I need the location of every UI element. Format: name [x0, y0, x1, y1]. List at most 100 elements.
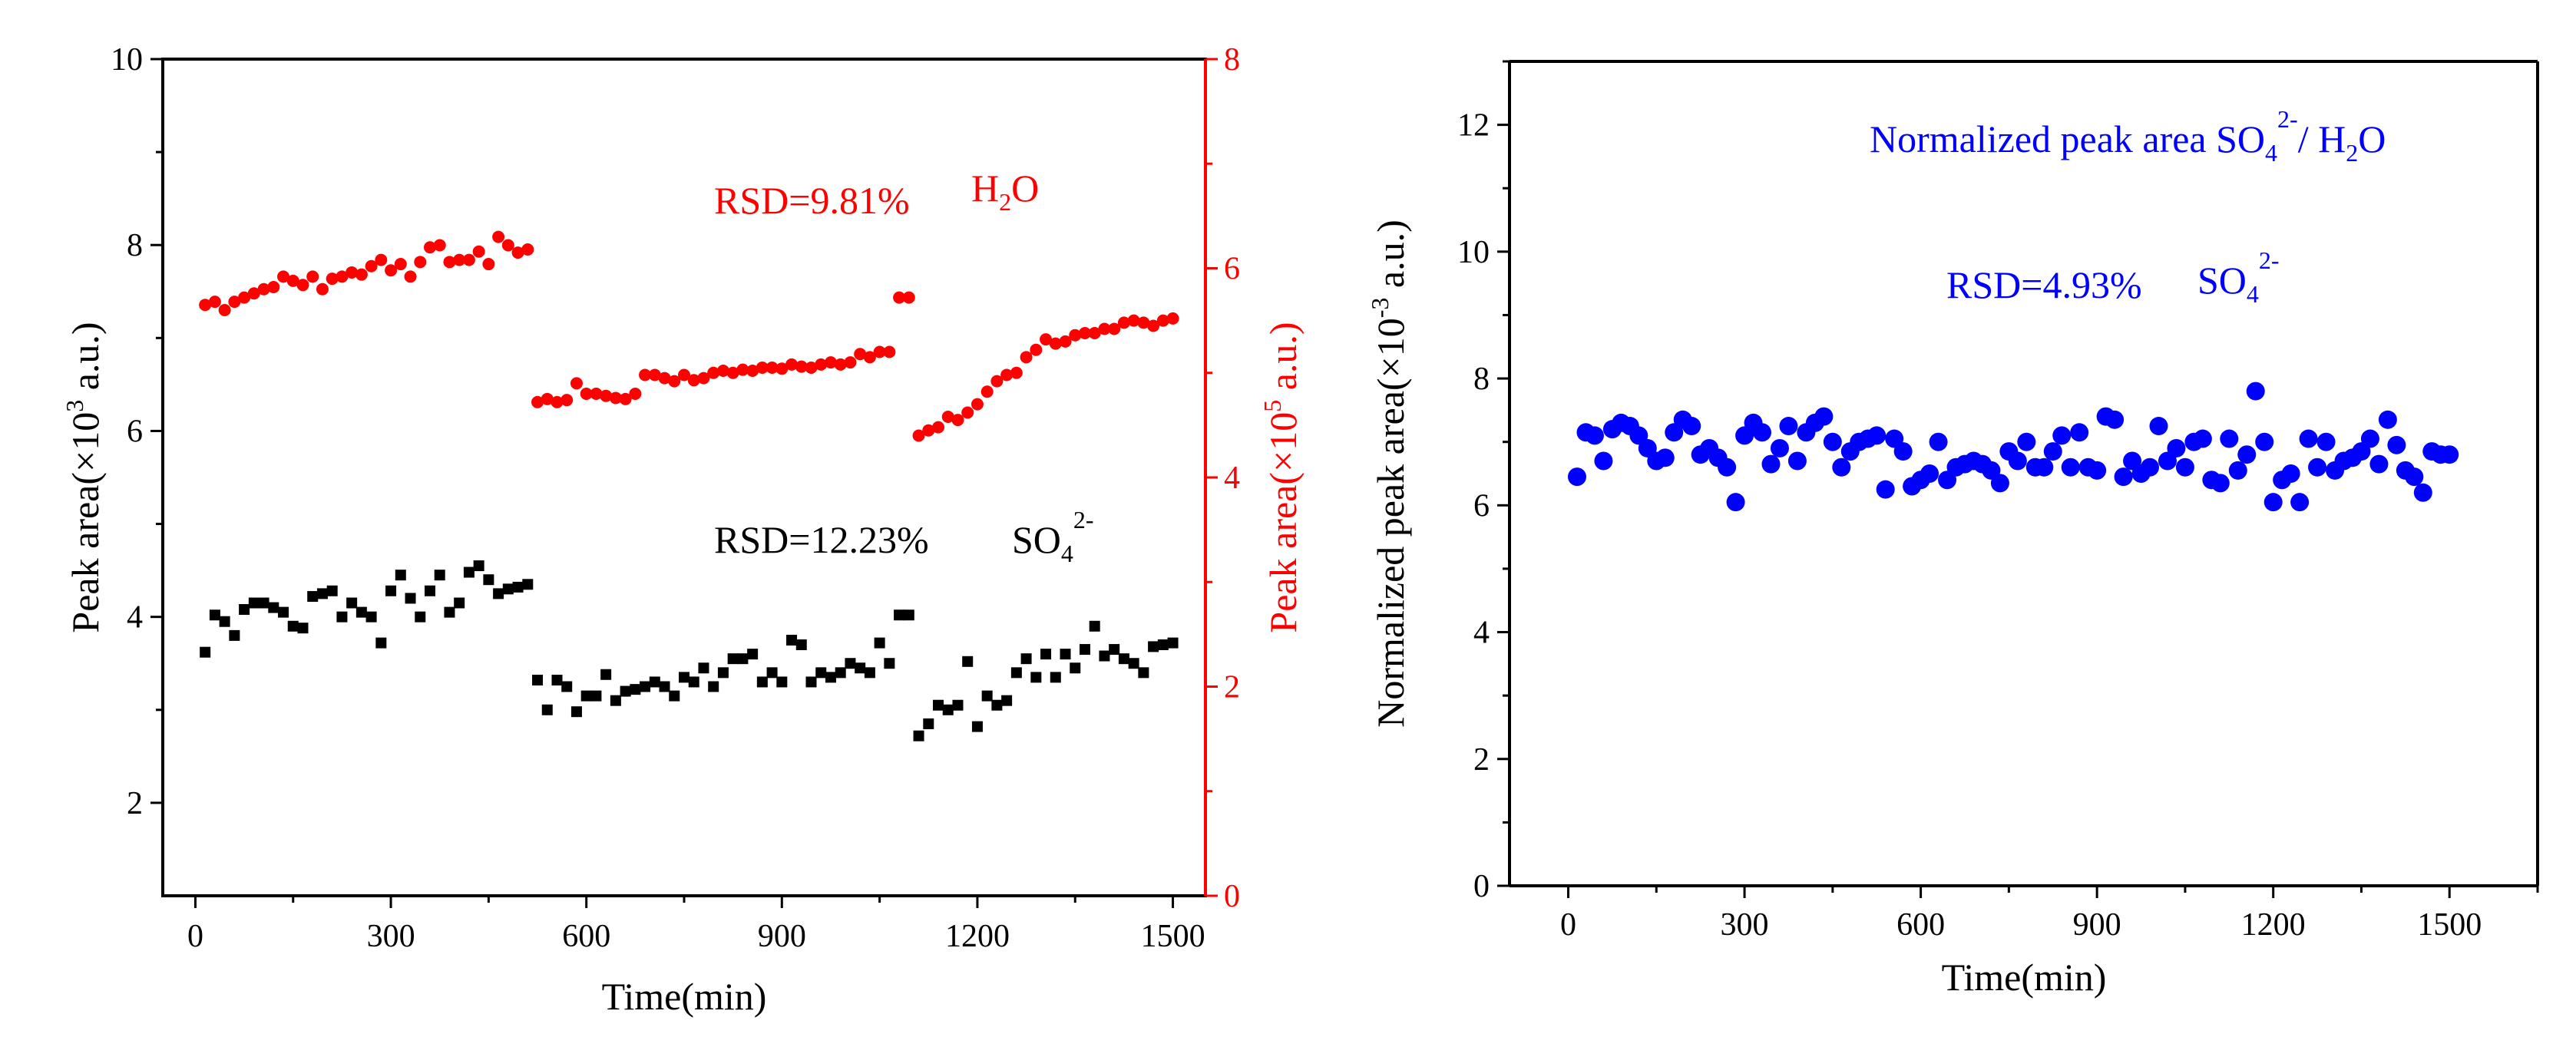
left-x-tick-label: 300 [367, 919, 415, 954]
normalized-point [1567, 467, 1586, 487]
so4-point [336, 611, 348, 623]
h2o-point [1166, 312, 1179, 325]
so4-point [815, 667, 827, 679]
left-plot-frame [161, 58, 1207, 897]
so4-point [991, 699, 1003, 711]
h2o-point [443, 256, 456, 269]
normalized-point [1990, 474, 2009, 493]
h2o-point [716, 365, 729, 378]
normalized-point [1585, 426, 1604, 445]
so4-point [1050, 672, 1061, 683]
h2o-point [453, 253, 466, 266]
normalized-point [2387, 435, 2406, 454]
so4-point [483, 574, 494, 586]
so4-point [698, 662, 709, 674]
so4-point [952, 699, 964, 711]
so4-point [1079, 644, 1090, 656]
left-y2-tick-label: 8 [1224, 42, 1240, 78]
so4-point [864, 667, 875, 679]
normalized-point [1594, 451, 1613, 471]
h2o-point [883, 345, 896, 358]
h2o-rsd-annotation: RSD=9.81% [714, 179, 910, 222]
so4-point [835, 667, 846, 679]
h2o-point [971, 398, 984, 411]
normalized-point [2149, 417, 2168, 436]
h2o-label: H2O [971, 167, 1039, 216]
h2o-point [1127, 314, 1140, 327]
normalized-point [1718, 457, 1737, 477]
normalized-point [2308, 457, 2327, 477]
so4-point [727, 653, 739, 665]
h2o-point [854, 348, 867, 361]
so4-point [1109, 644, 1120, 656]
left-y-tick-label: 2 [127, 786, 143, 821]
h2o-point [1030, 343, 1043, 356]
normalized-point [1876, 480, 1895, 499]
so4-point [1070, 662, 1081, 674]
h2o-point [316, 282, 329, 296]
h2o-point [756, 361, 769, 374]
so4-point [1138, 667, 1149, 679]
h2o-point [941, 410, 954, 423]
normalized-point [2264, 493, 2283, 512]
h2o-point [296, 279, 309, 292]
so4-point [942, 704, 954, 715]
so4-point [551, 675, 563, 686]
right-x-tick-label: 600 [1896, 907, 1945, 943]
so4-point [385, 585, 397, 596]
so4-point [532, 675, 544, 686]
so4-point [688, 676, 699, 688]
h2o-point [1108, 322, 1121, 335]
h2o-point [541, 392, 554, 405]
right-x-tick-label: 300 [1721, 907, 1769, 943]
h2o-point [932, 421, 945, 434]
h2o-point [433, 239, 446, 252]
h2o-point [1069, 329, 1082, 342]
so4-point [209, 609, 220, 621]
so4-point [981, 690, 993, 702]
h2o-point [1000, 368, 1014, 381]
normalized-point [1920, 464, 1939, 483]
so4-point [884, 658, 895, 669]
left-chart-marks [199, 230, 1179, 741]
h2o-point [238, 291, 251, 304]
h2o-point [600, 389, 613, 402]
h2o-point [902, 291, 915, 304]
h2o-point [1059, 335, 1072, 348]
right-x-tick-label: 1500 [2417, 907, 2482, 943]
so4-point [630, 684, 641, 695]
h2o-point [561, 394, 574, 407]
so4-point [454, 597, 465, 609]
so4-point [669, 690, 680, 702]
h2o-point [199, 299, 212, 312]
h2o-point [961, 406, 974, 419]
h2o-point [619, 392, 632, 405]
normalized-point [1655, 448, 1675, 467]
so4-point [580, 690, 592, 702]
so4-point [971, 721, 983, 732]
so4-point [747, 649, 759, 660]
h2o-point [766, 361, 779, 374]
h2o-point [639, 368, 652, 381]
h2o-point [472, 245, 485, 258]
so4-point [278, 606, 289, 618]
right-y-axis-label: Normalized peak area(×10-3 a.u.) [1366, 220, 1412, 727]
so4-point [855, 662, 866, 674]
h2o-point [1137, 316, 1150, 329]
h2o-point [893, 291, 906, 304]
normalized-point [1867, 426, 1887, 445]
so4-point [219, 616, 230, 627]
h2o-point [785, 358, 799, 371]
h2o-point [629, 388, 642, 400]
left-y2-ticks: 0 2 4 6 8 [1205, 42, 1240, 914]
normalized-point [1823, 432, 1842, 451]
h2o-point [834, 358, 847, 371]
right-x-tick-label: 1200 [2241, 907, 2306, 943]
normalized-point [2281, 464, 2300, 483]
h2o-point [912, 429, 925, 442]
right-y-ticks: 0 2 4 6 8 10 12 [1457, 60, 1510, 904]
h2o-point [668, 375, 681, 388]
normalized-point [2175, 457, 2194, 477]
h2o-point [346, 266, 359, 279]
normalized-point [2290, 493, 2310, 512]
